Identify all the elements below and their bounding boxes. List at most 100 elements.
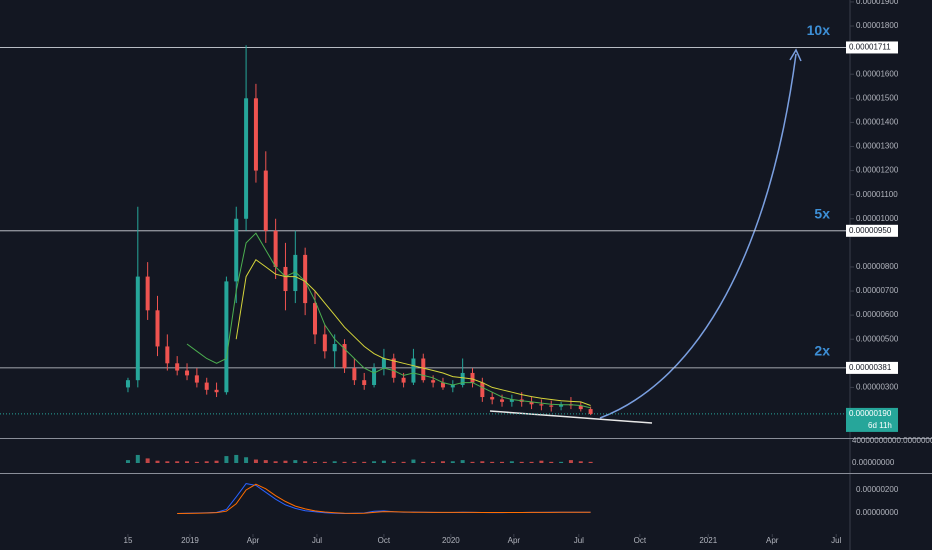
- volume-bar: [500, 461, 505, 463]
- candle-body: [421, 358, 426, 381]
- candle-body: [431, 380, 436, 383]
- candle-body: [234, 218, 239, 282]
- volume-bar: [342, 461, 347, 463]
- volume-bar: [411, 459, 416, 463]
- volume-bar: [244, 457, 249, 463]
- countdown-label: 6d 11h: [868, 421, 892, 430]
- volume-bar: [480, 461, 485, 463]
- last-price-box: [846, 407, 898, 432]
- volume-bar: [559, 461, 564, 463]
- volume-bar: [509, 461, 514, 463]
- volume-bar: [165, 461, 170, 463]
- volume-bar: [194, 461, 199, 463]
- candle-body: [135, 276, 140, 381]
- x-tick-label: Apr: [508, 536, 521, 545]
- volume-bar: [460, 460, 465, 463]
- volume-bar: [125, 460, 130, 463]
- x-tick-label: 2021: [699, 536, 717, 545]
- level-annotation: 10x: [807, 22, 831, 38]
- y-tick-label: 0.00000800: [856, 262, 899, 271]
- y-tick-label: 0.00001100: [856, 190, 898, 199]
- candle-body: [194, 375, 199, 383]
- y-tick-label: 0.00001200: [856, 166, 899, 175]
- x-tick-label: Oct: [634, 536, 647, 545]
- candle-body: [155, 310, 160, 347]
- candle-body: [529, 401, 534, 405]
- oscillator-tick-label: 0.00000200: [856, 485, 899, 494]
- candle-body: [322, 334, 327, 352]
- x-tick-label: 15: [124, 536, 133, 545]
- volume-bar: [283, 460, 288, 463]
- x-tick-label: 2020: [442, 536, 460, 545]
- moving-average: [186, 232, 591, 409]
- volume-bar: [263, 460, 268, 463]
- candle-body: [352, 368, 357, 381]
- level-label-box: [846, 361, 898, 374]
- x-tick-label: Oct: [378, 536, 391, 545]
- candle-body: [470, 372, 475, 383]
- x-tick-label: 2019: [181, 536, 199, 545]
- candle-body: [204, 382, 209, 390]
- trend-line: [489, 410, 653, 424]
- volume-bar: [352, 461, 357, 463]
- candle-body: [244, 98, 249, 219]
- volume-bar: [450, 461, 455, 463]
- volume-bar: [470, 461, 475, 463]
- candle-body: [263, 170, 268, 231]
- candle-body: [224, 281, 229, 393]
- volume-bar: [529, 461, 534, 463]
- volume-bar: [401, 461, 406, 463]
- y-tick-label: 0.00001800: [856, 21, 899, 30]
- volume-bar: [312, 461, 317, 463]
- candle-body: [450, 384, 455, 388]
- volume-bar: [440, 461, 445, 463]
- x-tick-label: Apr: [247, 536, 260, 545]
- candle-body: [578, 405, 583, 410]
- volume-bar: [372, 461, 377, 463]
- y-tick-label: 0.00001500: [856, 93, 899, 102]
- volume-bar: [332, 461, 337, 463]
- candle-body: [253, 98, 258, 171]
- candle-body: [342, 344, 347, 369]
- level-label-box: [846, 224, 898, 237]
- volume-bar: [490, 461, 495, 463]
- candle-body: [303, 254, 308, 304]
- candle-body: [381, 358, 386, 369]
- candle-body: [214, 389, 219, 393]
- volume-bar: [588, 461, 593, 463]
- candle-body: [332, 344, 337, 352]
- volume-bar: [204, 461, 209, 463]
- level-label: 0.00001711: [849, 43, 891, 52]
- x-tick-label: Jul: [831, 536, 841, 545]
- candle-body: [588, 409, 593, 414]
- y-tick-label: 0.00001400: [856, 117, 899, 126]
- last-price-label: 0.00000190: [849, 409, 892, 418]
- candle-body: [500, 399, 505, 402]
- candle-body: [362, 380, 367, 385]
- candle-body: [283, 266, 288, 292]
- level-label-box: [846, 41, 898, 54]
- y-tick-label: 0.00001300: [856, 142, 899, 151]
- level-label: 0.00000381: [849, 363, 892, 372]
- volume-bar: [381, 460, 386, 463]
- y-tick-label: 0.00001600: [856, 69, 899, 78]
- candle-body: [440, 382, 445, 388]
- volume-bar: [234, 454, 239, 463]
- oscillator-line: [177, 483, 591, 514]
- y-tick-label: 0.00001900: [856, 0, 899, 6]
- volume-bar: [273, 461, 278, 463]
- volume-tick-label: 0.00000000: [852, 458, 895, 467]
- volume-bar: [155, 460, 160, 463]
- candle-body: [401, 377, 406, 383]
- candle-body: [273, 230, 278, 267]
- volume-bar: [578, 461, 583, 463]
- candle-body: [559, 404, 564, 407]
- level-annotation: 2x: [814, 343, 830, 359]
- volume-bar: [322, 461, 327, 463]
- volume-bar: [431, 461, 436, 463]
- candle-body: [391, 358, 396, 378]
- candle-body: [509, 399, 514, 402]
- y-tick-label: 0.00000500: [856, 334, 899, 343]
- y-tick-label: 0.00000300: [856, 383, 899, 392]
